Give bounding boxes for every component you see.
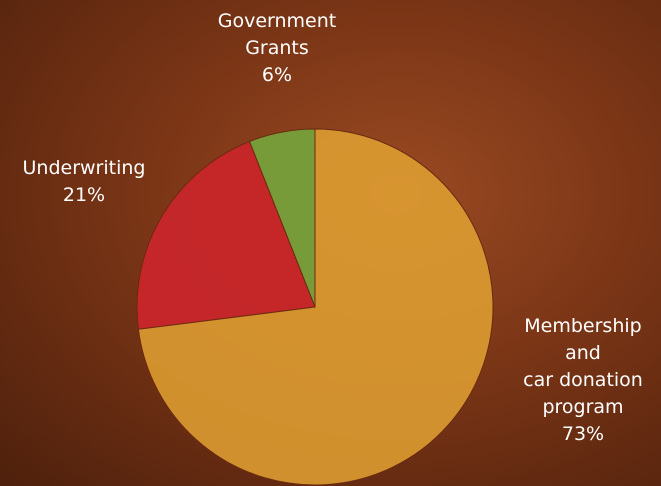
pie-slice	[136, 140, 316, 330]
slice-label: Government Grants	[217, 10, 337, 59]
slice-value-label: 21%	[62, 184, 106, 206]
slice-label: Underwriting	[22, 157, 146, 179]
slice-value-label: 73%	[561, 423, 605, 445]
slice-value-label: 6%	[261, 64, 293, 86]
slice-label: Membership and car donation program	[523, 315, 643, 418]
pie-slice	[137, 128, 494, 486]
